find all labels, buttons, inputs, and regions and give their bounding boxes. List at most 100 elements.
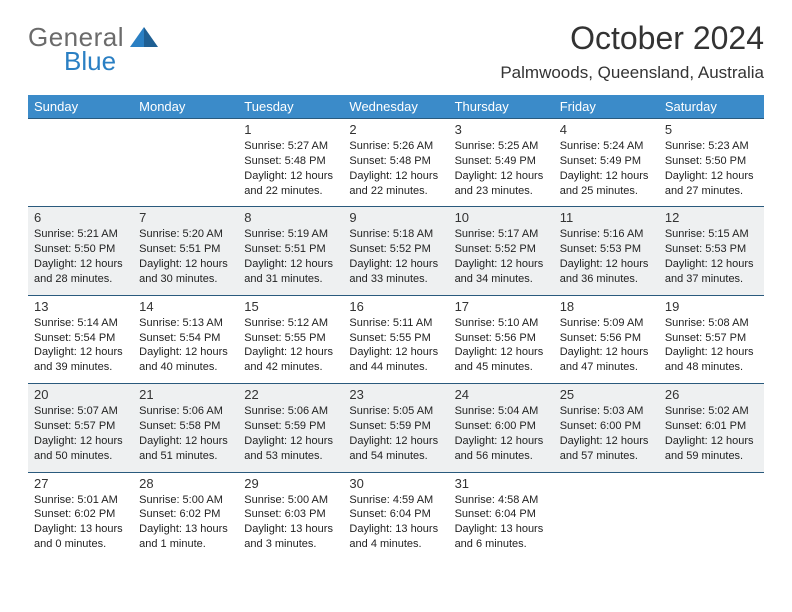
day-info: Sunrise: 5:21 AMSunset: 5:50 PMDaylight:… [34,227,127,286]
calendar-day-cell: 26 Sunrise: 5:02 AMSunset: 6:01 PMDayligh… [659,384,764,472]
day-number: 30 [349,476,442,491]
day-info: Sunrise: 5:04 AMSunset: 6:00 PMDaylight:… [455,404,548,463]
day-info: Sunrise: 5:18 AMSunset: 5:52 PMDaylight:… [349,227,442,286]
day-number: 22 [244,387,337,402]
day-number: 25 [560,387,653,402]
day-info: Sunrise: 5:00 AMSunset: 6:03 PMDaylight:… [244,493,337,552]
day-info: Sunrise: 4:59 AMSunset: 6:04 PMDaylight:… [349,493,442,552]
calendar-day-cell: 31Sunrise: 4:58 AMSunset: 6:04 PMDayligh… [449,472,554,560]
day-info: Sunrise: 5:09 AMSunset: 5:56 PMDaylight:… [560,316,653,375]
weekday-header: Friday [554,95,659,119]
day-info: Sunrise: 5:16 AMSunset: 5:53 PMDaylight:… [560,227,653,286]
calendar-day-cell: 11Sunrise: 5:16 AMSunset: 5:53 PMDayligh… [554,207,659,295]
day-number: 21 [139,387,232,402]
day-number: 16 [349,299,442,314]
day-info: Sunrise: 5:25 AMSunset: 5:49 PMDaylight:… [455,139,548,198]
calendar-day-cell: 22 Sunrise: 5:06 AMSunset: 5:59 PMDayligh… [238,384,343,472]
calendar-day-cell: 4 Sunrise: 5:24 AMSunset: 5:49 PMDaylight… [554,119,659,207]
calendar-day-cell: 20 Sunrise: 5:07 AMSunset: 5:57 PMDayligh… [28,384,133,472]
day-number: 26 [665,387,758,402]
calendar-day-cell: 7 Sunrise: 5:20 AMSunset: 5:51 PMDaylight… [133,207,238,295]
logo-triangle-icon [130,27,158,49]
day-number: 20 [34,387,127,402]
logo-text-2-wrap: Blue [68,46,116,77]
day-info: Sunrise: 5:00 AMSunset: 6:02 PMDaylight:… [139,493,232,552]
day-info: Sunrise: 5:07 AMSunset: 5:57 PMDaylight:… [34,404,127,463]
calendar-day-cell: 13 Sunrise: 5:14 AMSunset: 5:54 PMDayligh… [28,295,133,383]
weekday-header: Saturday [659,95,764,119]
day-info: Sunrise: 5:19 AMSunset: 5:51 PMDaylight:… [244,227,337,286]
day-info: Sunrise: 5:08 AMSunset: 5:57 PMDaylight:… [665,316,758,375]
calendar-day-cell: 16Sunrise: 5:11 AMSunset: 5:55 PMDayligh… [343,295,448,383]
day-number: 17 [455,299,548,314]
calendar-empty-cell [28,119,133,207]
calendar-head: SundayMondayTuesdayWednesdayThursdayFrid… [28,95,764,119]
day-number: 18 [560,299,653,314]
day-info: Sunrise: 5:01 AMSunset: 6:02 PMDaylight:… [34,493,127,552]
calendar-week-row: 27 Sunrise: 5:01 AMSunset: 6:02 PMDayligh… [28,472,764,560]
day-info: Sunrise: 5:17 AMSunset: 5:52 PMDaylight:… [455,227,548,286]
day-number: 1 [244,122,337,137]
calendar-week-row: 13 Sunrise: 5:14 AMSunset: 5:54 PMDayligh… [28,295,764,383]
day-info: Sunrise: 5:24 AMSunset: 5:49 PMDaylight:… [560,139,653,198]
calendar-day-cell: 24 Sunrise: 5:04 AMSunset: 6:00 PMDayligh… [449,384,554,472]
day-number: 24 [455,387,548,402]
weekday-header: Sunday [28,95,133,119]
day-info: Sunrise: 5:03 AMSunset: 6:00 PMDaylight:… [560,404,653,463]
day-info: Sunrise: 5:20 AMSunset: 5:51 PMDaylight:… [139,227,232,286]
weekday-header: Wednesday [343,95,448,119]
day-number: 2 [349,122,442,137]
logo: General Blue [28,22,158,53]
calendar-day-cell: 6 Sunrise: 5:21 AMSunset: 5:50 PMDaylight… [28,207,133,295]
day-info: Sunrise: 5:27 AMSunset: 5:48 PMDaylight:… [244,139,337,198]
calendar-day-cell: 25 Sunrise: 5:03 AMSunset: 6:00 PMDayligh… [554,384,659,472]
day-number: 14 [139,299,232,314]
day-info: Sunrise: 5:10 AMSunset: 5:56 PMDaylight:… [455,316,548,375]
calendar-day-cell: 5Sunrise: 5:23 AMSunset: 5:50 PMDaylight… [659,119,764,207]
weekday-header: Tuesday [238,95,343,119]
calendar-day-cell: 19Sunrise: 5:08 AMSunset: 5:57 PMDayligh… [659,295,764,383]
calendar-day-cell: 2 Sunrise: 5:26 AMSunset: 5:48 PMDaylight… [343,119,448,207]
calendar-table: SundayMondayTuesdayWednesdayThursdayFrid… [28,95,764,560]
day-info: Sunrise: 5:14 AMSunset: 5:54 PMDaylight:… [34,316,127,375]
day-info: Sunrise: 5:26 AMSunset: 5:48 PMDaylight:… [349,139,442,198]
day-number: 4 [560,122,653,137]
calendar-week-row: 20 Sunrise: 5:07 AMSunset: 5:57 PMDayligh… [28,384,764,472]
day-info: Sunrise: 5:06 AMSunset: 5:58 PMDaylight:… [139,404,232,463]
calendar-day-cell: 12Sunrise: 5:15 AMSunset: 5:53 PMDayligh… [659,207,764,295]
day-number: 7 [139,210,232,225]
day-number: 23 [349,387,442,402]
calendar-day-cell: 14Sunrise: 5:13 AMSunset: 5:54 PMDayligh… [133,295,238,383]
day-number: 10 [455,210,548,225]
calendar-week-row: 6 Sunrise: 5:21 AMSunset: 5:50 PMDaylight… [28,207,764,295]
day-number: 27 [34,476,127,491]
calendar-empty-cell [554,472,659,560]
logo-text-2: Blue [64,46,116,76]
calendar-day-cell: 28 Sunrise: 5:00 AMSunset: 6:02 PMDayligh… [133,472,238,560]
calendar-day-cell: 3Sunrise: 5:25 AMSunset: 5:49 PMDaylight… [449,119,554,207]
day-info: Sunrise: 5:12 AMSunset: 5:55 PMDaylight:… [244,316,337,375]
day-number: 13 [34,299,127,314]
day-number: 29 [244,476,337,491]
day-info: Sunrise: 5:06 AMSunset: 5:59 PMDaylight:… [244,404,337,463]
location-subtitle: Palmwoods, Queensland, Australia [28,63,764,83]
day-number: 8 [244,210,337,225]
day-number: 5 [665,122,758,137]
day-number: 12 [665,210,758,225]
calendar-empty-cell [659,472,764,560]
calendar-day-cell: 18 Sunrise: 5:09 AMSunset: 5:56 PMDayligh… [554,295,659,383]
day-info: Sunrise: 5:02 AMSunset: 6:01 PMDaylight:… [665,404,758,463]
day-number: 15 [244,299,337,314]
day-number: 28 [139,476,232,491]
weekday-header: Thursday [449,95,554,119]
calendar-week-row: 1 Sunrise: 5:27 AMSunset: 5:48 PMDaylight… [28,119,764,207]
calendar-day-cell: 10 Sunrise: 5:17 AMSunset: 5:52 PMDayligh… [449,207,554,295]
weekday-header-row: SundayMondayTuesdayWednesdayThursdayFrid… [28,95,764,119]
calendar-day-cell: 8 Sunrise: 5:19 AMSunset: 5:51 PMDaylight… [238,207,343,295]
calendar-day-cell: 17 Sunrise: 5:10 AMSunset: 5:56 PMDayligh… [449,295,554,383]
day-info: Sunrise: 4:58 AMSunset: 6:04 PMDaylight:… [455,493,548,552]
calendar-body: 1 Sunrise: 5:27 AMSunset: 5:48 PMDaylight… [28,119,764,561]
day-number: 6 [34,210,127,225]
calendar-day-cell: 15 Sunrise: 5:12 AMSunset: 5:55 PMDayligh… [238,295,343,383]
day-info: Sunrise: 5:05 AMSunset: 5:59 PMDaylight:… [349,404,442,463]
